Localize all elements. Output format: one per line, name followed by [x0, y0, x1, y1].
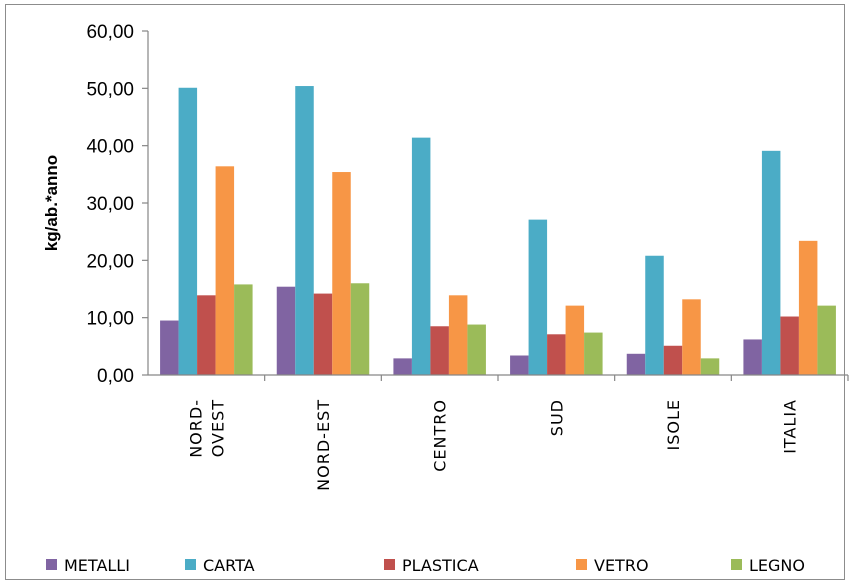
x-category-line: SUD	[547, 399, 566, 436]
legend-label-metalli: METALLI	[64, 556, 130, 575]
bar-legno-1	[350, 283, 370, 375]
legend-label-plastica: PLASTICA	[402, 556, 479, 575]
bar-plastica-1	[313, 293, 333, 375]
bar-carta-4	[645, 255, 664, 375]
x-category-label: ISOLE	[664, 399, 683, 451]
y-axis-title: kg/ab.*anno	[42, 155, 61, 251]
bar-metalli-4	[626, 353, 646, 375]
bar-vetro-5	[798, 240, 818, 375]
bar-metalli-1	[276, 286, 296, 375]
x-category-line: ITALIA	[781, 399, 800, 454]
x-category-label: CENTRO	[431, 399, 450, 472]
y-tick-label: 50,00	[86, 79, 134, 100]
y-tick-label: 60,00	[86, 22, 134, 43]
y-tick-label: 30,00	[86, 194, 134, 215]
bar-plastica-5	[780, 316, 799, 375]
bar-vetro-2	[448, 295, 468, 375]
bar-metalli-3	[510, 355, 529, 375]
bar-carta-1	[295, 86, 314, 375]
x-category-line: ISOLE	[664, 399, 683, 451]
legend-swatch-metalli	[46, 559, 57, 570]
x-categories-layer: NORD- OVEST NORD-EST CENTRO SUD ISOLE ITALIA	[186, 375, 849, 491]
legend-swatch-carta	[185, 559, 196, 570]
bar-carta-3	[528, 219, 548, 375]
bar-legno-5	[817, 305, 836, 375]
x-category-line: NORD-EST	[314, 399, 333, 491]
bar-legno-0	[234, 284, 253, 375]
legend-label-legno: LEGNO	[749, 556, 805, 575]
x-category-label: SUD	[547, 399, 566, 436]
chart-frame	[5, 4, 845, 580]
y-tick-label: 0,00	[97, 366, 134, 387]
legend-swatch-plastica	[384, 559, 395, 570]
legend: METALLI CARTA PLASTICA VETRO LEGNO	[46, 556, 805, 575]
legend-swatch-legno	[731, 559, 742, 570]
axes-layer	[147, 31, 848, 376]
bar-legno-4	[700, 358, 720, 375]
x-category-line: OVEST	[208, 399, 227, 457]
bar-vetro-4	[682, 299, 701, 375]
x-category-line: NORD-	[186, 399, 205, 458]
bar-carta-5	[761, 150, 781, 375]
x-category-label: NORD-EST	[314, 399, 333, 491]
x-category-line: CENTRO	[431, 399, 450, 472]
legend-label-vetro: VETRO	[594, 556, 649, 575]
legend-swatch-vetro	[576, 559, 587, 570]
x-category-label: NORD- OVEST	[186, 399, 227, 458]
y-tick-label: 10,00	[86, 309, 134, 330]
bar-vetro-3	[565, 305, 585, 375]
bar-plastica-2	[430, 326, 449, 375]
bar-metalli-2	[393, 358, 412, 375]
bar-legno-2	[467, 324, 486, 375]
bar-plastica-4	[663, 345, 683, 375]
bar-carta-2	[411, 137, 431, 375]
bar-metalli-0	[160, 320, 179, 375]
bar-metalli-5	[743, 339, 762, 375]
bar-vetro-0	[215, 166, 235, 375]
bar-plastica-3	[547, 334, 566, 375]
bars-layer	[160, 86, 836, 375]
legend-label-carta: CARTA	[203, 556, 255, 575]
bar-plastica-0	[197, 295, 216, 375]
y-tick-label: 20,00	[86, 251, 134, 272]
x-category-label: ITALIA	[781, 399, 800, 454]
y-tick-label: 40,00	[86, 137, 134, 158]
bar-carta-0	[178, 87, 198, 375]
y-ticks-layer: 0,00 10,00 20,00 30,00 40,00 50,00 60,00	[86, 22, 148, 387]
bar-vetro-1	[332, 172, 351, 375]
bar-legno-3	[584, 332, 603, 375]
